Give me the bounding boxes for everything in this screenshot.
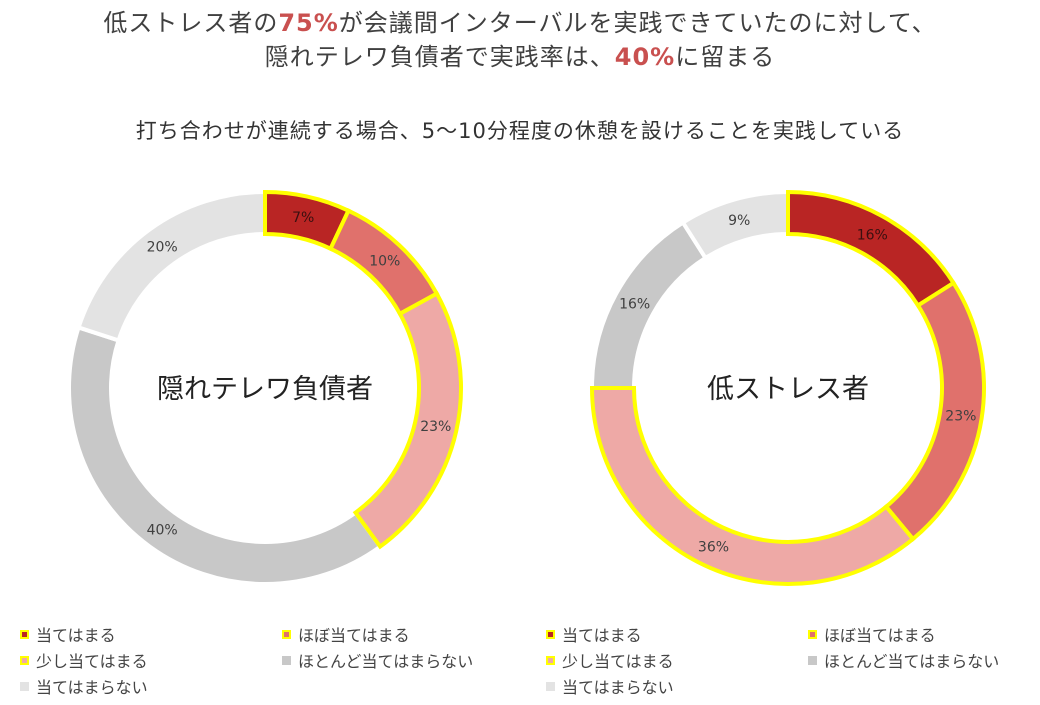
legend-item-1: 当てはまる	[20, 622, 116, 646]
donut-slice-3	[352, 290, 463, 550]
legend-swatch-4	[808, 655, 817, 665]
data-label-1: 7%	[292, 210, 314, 226]
headline-line-1: 低ストレス者の75%が会議間インターバルを実践できていたのに対して、	[0, 6, 1040, 40]
donut-slice-1	[786, 189, 957, 309]
legend-label-1: 当てはまる	[562, 626, 642, 645]
legend-item-5: 当てはまらない	[20, 674, 148, 698]
legend-label-4: ほとんど当てはまらない	[298, 652, 474, 671]
headline-highlight-75: 75%	[278, 9, 339, 37]
legend-swatch-2	[808, 629, 817, 639]
legend-item-5: 当てはまらない	[546, 674, 674, 698]
legend-swatch-3	[20, 655, 29, 665]
data-label-4: 16%	[619, 297, 650, 313]
legend-label-1: 当てはまる	[36, 626, 116, 645]
data-label-5: 9%	[728, 213, 750, 229]
legend-swatch-4	[282, 655, 291, 665]
headline-highlight-40: 40%	[614, 43, 676, 71]
legend-label-2: ほぼ当てはまる	[298, 626, 410, 645]
headline-line2-pre: 隠れテレワ負債者で実践率は、	[264, 43, 615, 71]
legend-swatch-2	[282, 629, 291, 639]
legend-item-2: ほぼ当てはまる	[808, 622, 936, 646]
headline: 低ストレス者の75%が会議間インターバルを実践できていたのに対して、 隠れテレワ…	[0, 6, 1040, 74]
data-label-3: 36%	[698, 539, 729, 555]
data-label-5: 20%	[147, 239, 178, 255]
chart-subtitle: 打ち合わせが連続する場合、5〜10分程度の休憩を設けることを実践している	[135, 119, 905, 143]
legend-label-3: 少し当てはまる	[562, 652, 674, 671]
legend-label-3: 少し当てはまる	[36, 652, 148, 671]
legend-swatch-3	[546, 655, 555, 665]
donut-center-label: 隠れテレワ負債者	[157, 374, 373, 405]
legend-right: 当てはまる ほぼ当てはまる少し当てはまる ほとんど当てはまらない当てはまらない	[546, 622, 1036, 702]
legend-label-5: 当てはまらない	[36, 678, 148, 697]
data-label-1: 16%	[857, 228, 888, 244]
legend-item-4: ほとんど当てはまらない	[808, 648, 999, 672]
legend-swatch-1	[546, 629, 555, 639]
legend-item-3: 少し当てはまる	[546, 648, 674, 672]
legend-item-4: ほとんど当てはまらない	[282, 648, 473, 672]
legend-swatch-1	[20, 629, 29, 639]
data-label-3: 23%	[420, 419, 451, 435]
donut-center-label: 低ストレス者	[707, 374, 869, 405]
legend-item-2: ほぼ当てはまる	[282, 622, 410, 646]
legend-label-2: ほぼ当てはまる	[824, 626, 936, 645]
data-label-2: 23%	[945, 408, 976, 424]
headline-line2-post: に留まる	[675, 43, 776, 71]
legend-swatch-5	[546, 681, 555, 691]
legend-item-1: 当てはまる	[546, 622, 642, 646]
data-label-4: 40%	[147, 523, 178, 539]
legend-swatch-5	[20, 681, 29, 691]
donut-slice-3	[589, 386, 916, 586]
legend-label-5: 当てはまらない	[562, 678, 674, 697]
legend-label-4: ほとんど当てはまらない	[824, 652, 1000, 671]
donut-slice-4	[67, 324, 384, 586]
legend-left: 当てはまる ほぼ当てはまる少し当てはまる ほとんど当てはまらない当てはまらない	[20, 622, 520, 702]
donut-slice-5	[76, 189, 267, 343]
data-label-2: 10%	[369, 253, 400, 269]
headline-line1-pre: 低ストレス者の	[103, 9, 279, 37]
headline-line-2: 隠れテレワ負債者で実践率は、40%に留まる	[0, 40, 1040, 74]
legend-item-3: 少し当てはまる	[20, 648, 148, 672]
donut-chart-low-stress: 16% 23% 36% 16% 9% 低ストレス者	[589, 189, 986, 586]
donut-chart-hidden-telework-debt: 7% 10% 23% 40% 20% 隠れテレワ負債者	[67, 189, 463, 586]
headline-line1-post: が会議間インターバルを実践できていたのに対して、	[338, 9, 937, 37]
